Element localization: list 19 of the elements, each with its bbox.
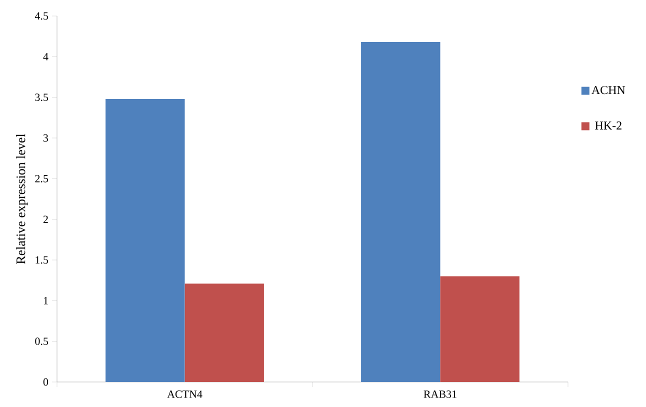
- y-tick-label: 2.5: [35, 174, 48, 182]
- y-tick-label: 1: [44, 297, 48, 304]
- y-axis-title: Relative expression level: [16, 134, 28, 264]
- bar: [106, 98, 185, 382]
- bar: [440, 276, 520, 382]
- y-tick-label: 3.5: [35, 94, 48, 102]
- bar: [361, 42, 440, 382]
- y-tick-label: 0: [43, 378, 48, 386]
- y-tick-label: 2: [43, 216, 48, 223]
- y-tick-label: 4: [43, 53, 48, 60]
- legend-label: HK-2: [595, 122, 622, 130]
- legend-label: ACHN: [592, 86, 626, 94]
- y-tick-label: 3: [44, 134, 48, 142]
- y-tick-label: 4.5: [34, 12, 48, 20]
- x-tick-label: RAB31: [424, 390, 456, 398]
- y-tick-label: 1.5: [36, 256, 48, 264]
- x-tick-label: ACTN4: [167, 390, 202, 398]
- y-tick-label: 0.5: [35, 338, 48, 346]
- bar: [184, 284, 264, 382]
